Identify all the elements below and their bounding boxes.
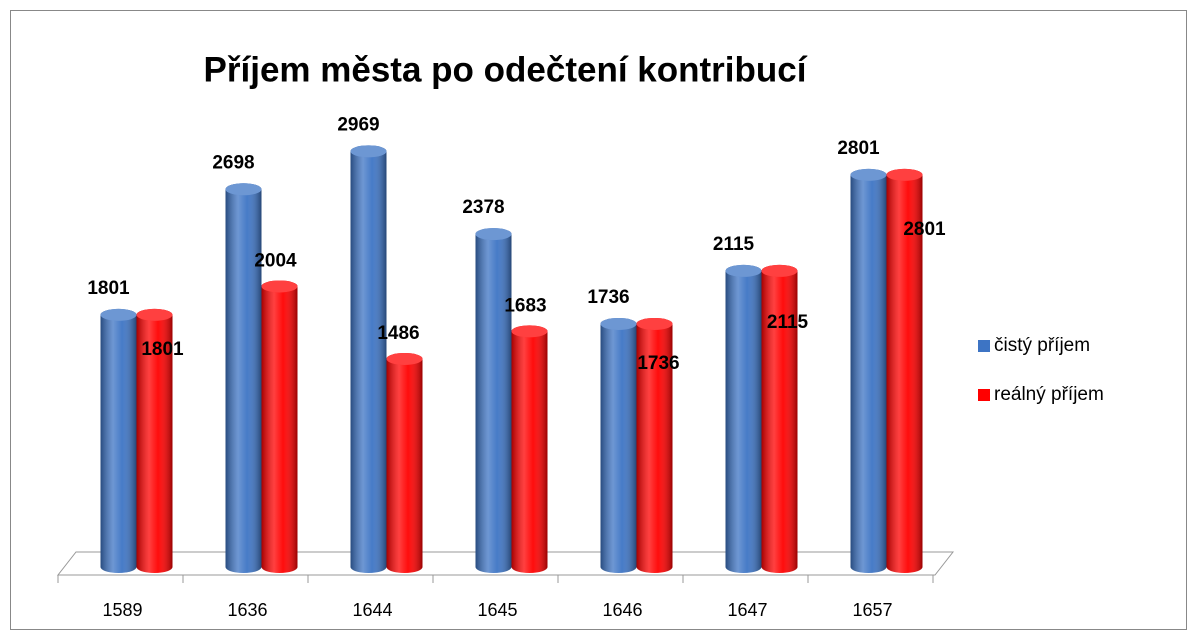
bar-top bbox=[886, 168, 923, 181]
bar-top bbox=[600, 317, 637, 330]
bar-shade bbox=[261, 280, 298, 573]
bar-top-shine bbox=[475, 228, 512, 241]
chart-title: Příjem města po odečtení kontribucí bbox=[204, 50, 808, 89]
legend-label: reálný příjem bbox=[994, 384, 1104, 405]
bar-top-shine bbox=[761, 264, 798, 277]
bar-shade bbox=[725, 264, 762, 573]
bar-shade bbox=[761, 264, 798, 573]
bar-top bbox=[511, 325, 548, 338]
bar-top-shine bbox=[636, 317, 673, 330]
bar-shade bbox=[386, 352, 423, 573]
bar-top bbox=[850, 168, 887, 181]
bar-shade bbox=[886, 168, 923, 574]
data-label: 2698 bbox=[212, 152, 254, 173]
x-tick-label: 1646 bbox=[602, 600, 642, 620]
bar-top-shine bbox=[261, 280, 298, 293]
data-label: 2801 bbox=[903, 219, 946, 240]
bar-top bbox=[475, 228, 512, 241]
data-label: 2115 bbox=[713, 234, 755, 255]
bar-shade bbox=[100, 308, 137, 573]
legend-label: čistý příjem bbox=[994, 335, 1090, 356]
x-tick-label: 1647 bbox=[727, 600, 767, 620]
bar-top-shine bbox=[136, 308, 173, 321]
x-tick-label: 1644 bbox=[352, 600, 392, 620]
bar-top-shine bbox=[886, 168, 923, 181]
data-label: 2378 bbox=[462, 197, 504, 218]
bar-top-shine bbox=[511, 325, 548, 338]
bar-shade bbox=[636, 317, 673, 573]
bar-top bbox=[100, 308, 137, 321]
bar-top bbox=[761, 264, 798, 277]
bar-shade bbox=[225, 183, 262, 573]
bar-top-shine bbox=[225, 183, 262, 196]
bar-shade bbox=[350, 145, 387, 573]
bar-shade bbox=[511, 325, 548, 573]
bar-top bbox=[261, 280, 298, 293]
x-tick-label: 1645 bbox=[477, 600, 517, 620]
bar-top-shine bbox=[100, 308, 137, 321]
x-tick-label: 1636 bbox=[227, 600, 267, 620]
chart-frame bbox=[10, 10, 1187, 630]
bar-top bbox=[225, 183, 262, 196]
bar-top bbox=[725, 264, 762, 277]
bar-top-shine bbox=[725, 264, 762, 277]
bar-shade bbox=[475, 228, 512, 573]
bar-top bbox=[386, 352, 423, 365]
data-label: 1736 bbox=[587, 287, 629, 308]
data-label: 2115 bbox=[767, 312, 809, 333]
data-label: 1801 bbox=[87, 278, 130, 299]
bar-top-shine bbox=[350, 145, 387, 158]
legend-swatch bbox=[978, 389, 990, 401]
data-label: 2969 bbox=[337, 114, 379, 135]
bar-shade bbox=[850, 168, 887, 574]
data-label: 1683 bbox=[504, 295, 546, 316]
bar-top bbox=[136, 308, 173, 321]
data-label: 1801 bbox=[141, 339, 184, 360]
bar-top-shine bbox=[600, 317, 637, 330]
data-label: 1486 bbox=[377, 323, 419, 344]
x-tick-label: 1657 bbox=[852, 600, 892, 620]
bar-top-shine bbox=[386, 352, 423, 365]
data-label: 1736 bbox=[637, 353, 679, 374]
data-label: 2801 bbox=[837, 138, 880, 159]
x-tick-label: 1589 bbox=[102, 600, 142, 620]
legend-swatch bbox=[978, 340, 990, 352]
bar-top bbox=[636, 317, 673, 330]
data-label: 2004 bbox=[254, 250, 297, 271]
bar-top bbox=[350, 145, 387, 158]
bar-shade bbox=[136, 308, 173, 573]
bar-top-shine bbox=[850, 168, 887, 181]
bar-shade bbox=[600, 317, 637, 573]
